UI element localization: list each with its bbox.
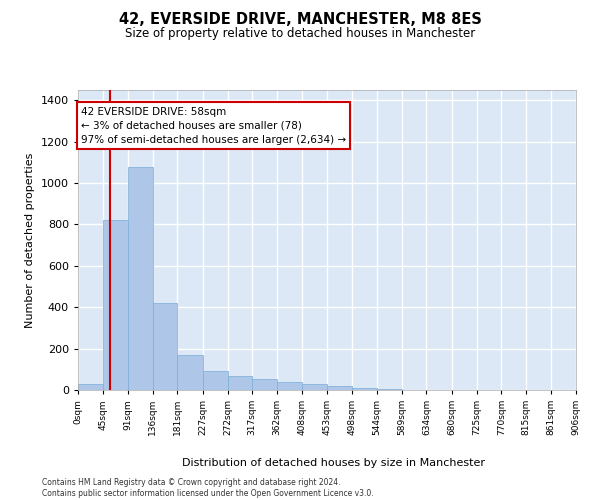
Text: Size of property relative to detached houses in Manchester: Size of property relative to detached ho…	[125, 28, 475, 40]
Bar	[178, 355, 203, 390]
Bar	[227, 376, 252, 390]
Bar	[128, 166, 153, 390]
Text: Distribution of detached houses by size in Manchester: Distribution of detached houses by size …	[182, 458, 485, 468]
Bar	[377, 389, 402, 390]
Y-axis label: Number of detached properties: Number of detached properties	[25, 152, 35, 328]
Text: 42 EVERSIDE DRIVE: 58sqm
← 3% of detached houses are smaller (78)
97% of semi-de: 42 EVERSIDE DRIVE: 58sqm ← 3% of detache…	[81, 106, 346, 144]
Bar	[78, 384, 103, 390]
Bar	[252, 378, 277, 390]
Text: Contains HM Land Registry data © Crown copyright and database right 2024.
Contai: Contains HM Land Registry data © Crown c…	[42, 478, 374, 498]
Text: 42, EVERSIDE DRIVE, MANCHESTER, M8 8ES: 42, EVERSIDE DRIVE, MANCHESTER, M8 8ES	[119, 12, 481, 28]
Bar	[103, 220, 128, 390]
Bar	[352, 388, 377, 390]
Bar	[302, 384, 327, 390]
Bar	[327, 386, 352, 390]
Bar	[203, 372, 227, 390]
Bar	[277, 382, 302, 390]
Bar	[153, 303, 178, 390]
